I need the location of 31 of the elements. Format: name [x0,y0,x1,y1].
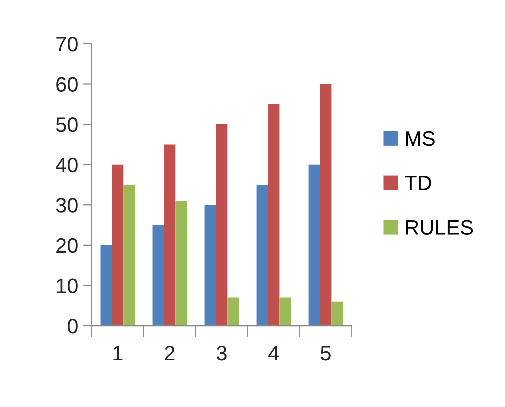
legend-label: TD [405,176,432,190]
y-tick-label: 10 [57,278,78,294]
bar [332,302,344,326]
bar [320,84,332,326]
y-tick-label: 30 [56,198,78,213]
bar [152,225,164,326]
bar [176,201,188,326]
bar [256,184,268,326]
bar [124,184,136,326]
legend-label: RULES [406,220,474,235]
y-tick-label: 20 [56,238,78,254]
x-tick-label: 1 [114,346,123,361]
y-tick-label: 60 [56,77,78,92]
bar [100,245,112,326]
bar [280,298,292,326]
x-tick-label: 5 [321,346,331,361]
y-tick-label: 0 [68,319,78,334]
x-tick-label: 4 [268,346,280,361]
bar [308,164,320,326]
y-tick-label: 50 [56,118,78,132]
y-tick-label: 40 [56,158,78,173]
x-tick-label: 3 [216,346,227,361]
x-tick-label: 2 [165,346,175,361]
bar [164,144,176,326]
bar [216,124,228,326]
bar [112,164,124,326]
legend-label: MS [406,131,435,146]
bar [204,205,216,326]
bar [268,104,280,326]
bar [228,298,240,326]
y-tick-label: 70 [56,36,78,52]
